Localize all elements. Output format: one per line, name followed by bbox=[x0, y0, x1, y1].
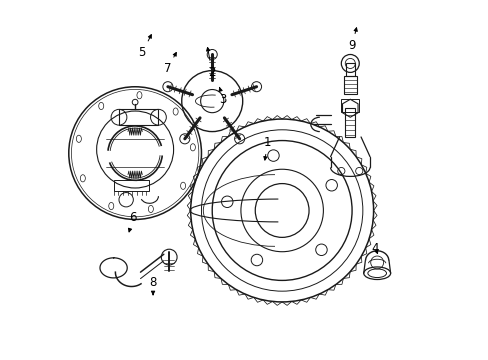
Bar bbox=[345, 63, 354, 76]
Text: 6: 6 bbox=[128, 211, 137, 232]
Bar bbox=[113, 180, 149, 191]
Text: 9: 9 bbox=[347, 28, 357, 52]
Bar bbox=[343, 76, 356, 94]
Text: 3: 3 bbox=[219, 87, 226, 106]
Text: 4: 4 bbox=[371, 242, 378, 255]
Bar bbox=[345, 108, 355, 137]
Bar bbox=[119, 109, 158, 125]
Text: 8: 8 bbox=[149, 276, 157, 294]
Text: 2: 2 bbox=[206, 48, 216, 79]
Text: 7: 7 bbox=[163, 53, 176, 75]
Bar bbox=[341, 99, 359, 112]
Text: 5: 5 bbox=[138, 35, 151, 59]
Text: 1: 1 bbox=[263, 136, 271, 160]
